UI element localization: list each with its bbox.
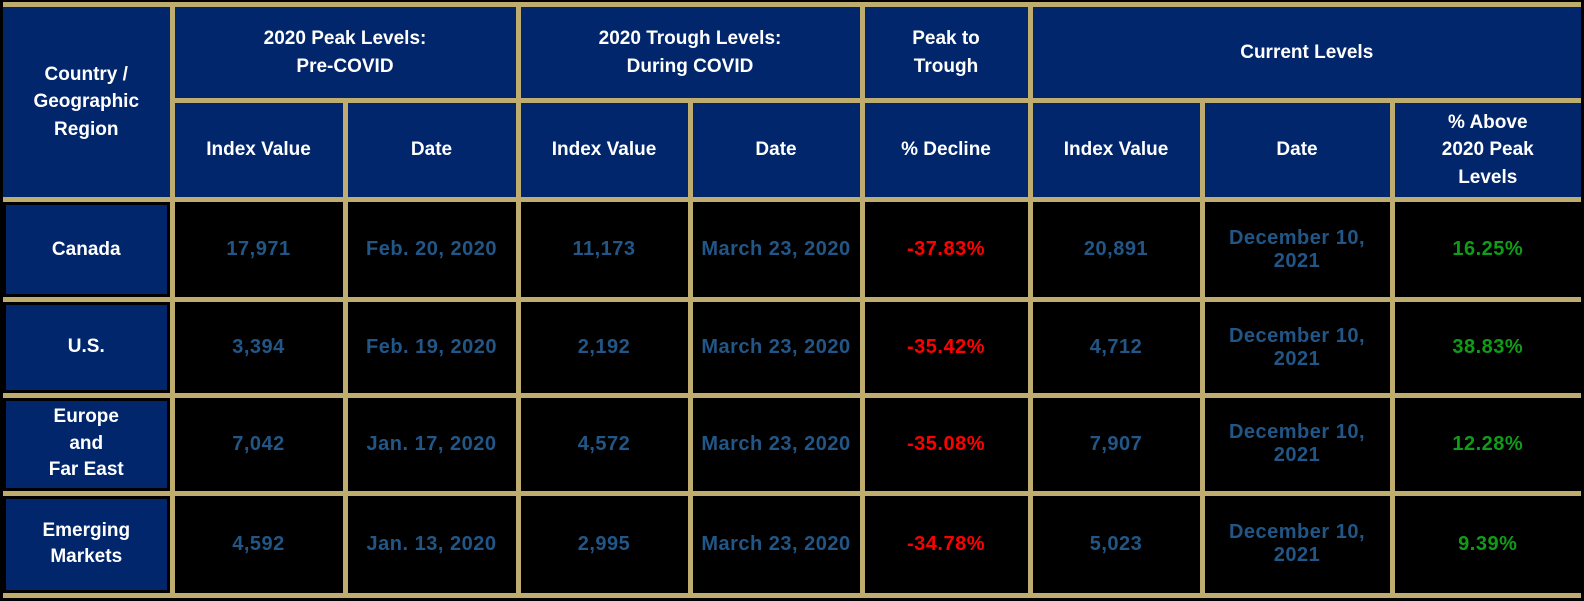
peak-index-value-cell: 3,394 [169,297,348,398]
trough-index-value-cell: 4,572 [515,392,693,496]
region-cell: Europe and Far East [3,392,175,496]
col-header-current-date: Date [1199,98,1395,203]
current-date-cell: December 10, 2021 [1199,392,1395,496]
table-row-us: U.S. 3,394 Feb. 19, 2020 2,192 March 23,… [3,297,1582,398]
current-index-value-cell: 20,891 [1027,197,1205,303]
trough-date-cell: March 23, 2020 [687,490,865,599]
peak-index-value-cell: 4,592 [169,490,348,599]
col-header-current-index-value: Index Value [1027,98,1205,203]
percent-above-peak-cell: 12.28% [1389,392,1582,496]
table-row-canada: Canada 17,971 Feb. 20, 2020 11,173 March… [3,197,1582,303]
col-header-trough-index-value: Index Value [515,98,693,203]
country-region-header: Country / Geographic Region [3,1,175,203]
col-header-peak-index-value: Index Value [169,98,348,203]
current-date-cell: December 10, 2021 [1199,297,1395,398]
col-header-trough-date: Date [687,98,865,203]
col-header-peak-date: Date [342,98,521,203]
trough-date-cell: March 23, 2020 [687,197,865,303]
peak-date-cell: Jan. 13, 2020 [342,490,521,599]
trough-date-cell: March 23, 2020 [687,297,865,398]
peak-index-value-cell: 7,042 [169,392,348,496]
percent-decline-cell: -35.42% [859,297,1033,398]
group-header-peak-to-trough: Peak to Trough [859,1,1033,104]
region-cell: Emerging Markets [3,490,175,599]
group-header-peak-levels: 2020 Peak Levels: Pre-COVID [169,1,521,104]
market-levels-table: Country / Geographic Region 2020 Peak Le… [3,1,1582,599]
group-header-trough-levels: 2020 Trough Levels: During COVID [515,1,865,104]
group-header-current-levels: Current Levels [1027,1,1582,104]
region-cell: U.S. [3,297,175,398]
peak-index-value-cell: 17,971 [169,197,348,303]
header-row-columns: Index Value Date Index Value Date % Decl… [3,98,1582,203]
col-header-percent-decline: % Decline [859,98,1033,203]
current-index-value-cell: 4,712 [1027,297,1205,398]
trough-date-cell: March 23, 2020 [687,392,865,496]
col-header-percent-above-peak: % Above 2020 Peak Levels [1389,98,1582,203]
percent-above-peak-cell: 38.83% [1389,297,1582,398]
percent-decline-cell: -37.83% [859,197,1033,303]
current-date-cell: December 10, 2021 [1199,197,1395,303]
current-date-cell: December 10, 2021 [1199,490,1395,599]
percent-decline-cell: -34.78% [859,490,1033,599]
trough-index-value-cell: 11,173 [515,197,693,303]
peak-date-cell: Feb. 19, 2020 [342,297,521,398]
header-row-groups: Country / Geographic Region 2020 Peak Le… [3,1,1582,203]
table-row-europe-far-east: Europe and Far East 7,042 Jan. 17, 2020 … [3,392,1582,496]
trough-index-value-cell: 2,995 [515,490,693,599]
percent-above-peak-cell: 16.25% [1389,197,1582,303]
peak-date-cell: Jan. 17, 2020 [342,392,521,496]
current-index-value-cell: 5,023 [1027,490,1205,599]
trough-index-value-cell: 2,192 [515,297,693,398]
current-index-value-cell: 7,907 [1027,392,1205,496]
table-row-emerging-markets: Emerging Markets 4,592 Jan. 13, 2020 2,9… [3,490,1582,599]
percent-above-peak-cell: 9.39% [1389,490,1582,599]
peak-date-cell: Feb. 20, 2020 [342,197,521,303]
percent-decline-cell: -35.08% [859,392,1033,496]
region-cell: Canada [3,197,175,303]
